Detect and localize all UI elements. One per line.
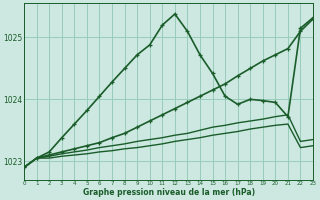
X-axis label: Graphe pression niveau de la mer (hPa): Graphe pression niveau de la mer (hPa) [83, 188, 255, 197]
